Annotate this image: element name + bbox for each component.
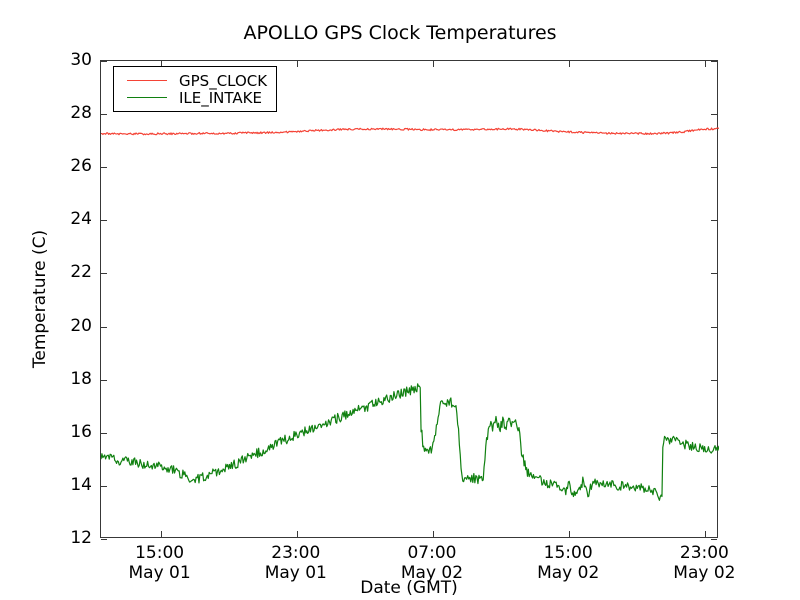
y-tick-mark bbox=[711, 273, 717, 275]
x-tick-date: May 02 bbox=[673, 563, 736, 584]
x-tick-mark bbox=[296, 531, 298, 537]
y-tick-label: 26 bbox=[70, 156, 92, 177]
x-tick-mark bbox=[160, 61, 162, 67]
x-tick-mark bbox=[705, 531, 707, 537]
y-tick-mark bbox=[711, 485, 717, 487]
legend-swatch-gps-clock bbox=[127, 80, 167, 81]
y-axis-label: Temperature (C) bbox=[30, 229, 50, 369]
y-tick-mark bbox=[711, 61, 717, 62]
x-tick-label: 07:00 May 02 bbox=[401, 543, 463, 583]
y-tick-mark bbox=[711, 326, 717, 328]
legend-entry: ILE_INTAKE bbox=[121, 88, 267, 107]
legend-entry: GPS_CLOCK bbox=[121, 71, 268, 90]
x-tick-mark bbox=[296, 61, 298, 67]
y-tick-mark bbox=[711, 379, 717, 381]
y-tick-mark bbox=[101, 220, 107, 222]
x-tick-date: May 02 bbox=[537, 563, 600, 584]
x-tick-date: May 01 bbox=[128, 563, 191, 584]
y-tick-mark bbox=[101, 61, 107, 62]
x-tick-time: 15:00 bbox=[135, 543, 185, 563]
plot-area: GPS_CLOCK ILE_INTAKE bbox=[100, 60, 719, 540]
y-tick-label: 12 bbox=[70, 528, 92, 548]
x-tick-time: 23:00 bbox=[271, 543, 321, 563]
x-tick-mark bbox=[569, 531, 571, 537]
y-tick-mark bbox=[101, 114, 107, 116]
y-tick-mark bbox=[101, 485, 107, 487]
legend-label-ile-intake: ILE_INTAKE bbox=[179, 88, 262, 107]
y-tick-mark bbox=[101, 379, 107, 381]
x-tick-mark bbox=[432, 531, 434, 537]
x-tick-label: 15:00 May 02 bbox=[537, 543, 599, 583]
legend-label-gps-clock: GPS_CLOCK bbox=[179, 71, 268, 90]
y-tick-label: 24 bbox=[70, 209, 92, 230]
x-tick-mark bbox=[432, 61, 434, 67]
chart-legend: GPS_CLOCK ILE_INTAKE bbox=[113, 66, 278, 112]
x-tick-label: 23:00 May 01 bbox=[265, 543, 327, 583]
x-tick-mark bbox=[705, 61, 707, 67]
series-line-gps-clock bbox=[101, 127, 719, 136]
x-tick-label: 23:00 May 02 bbox=[673, 543, 735, 583]
y-tick-label: 16 bbox=[70, 421, 92, 442]
y-tick-label: 14 bbox=[70, 474, 92, 495]
x-axis-label: Date (GMT) bbox=[360, 578, 458, 598]
x-tick-label: 15:00 May 01 bbox=[128, 543, 190, 583]
y-tick-mark bbox=[101, 539, 107, 540]
plot-canvas bbox=[101, 127, 719, 501]
x-tick-time: 15:00 bbox=[543, 543, 593, 563]
y-tick-mark bbox=[711, 114, 717, 116]
x-tick-date: May 02 bbox=[400, 563, 464, 584]
x-tick-time: 23:00 bbox=[679, 543, 729, 563]
y-tick-label: 22 bbox=[70, 262, 92, 283]
y-tick-mark bbox=[711, 539, 717, 540]
y-tick-mark bbox=[711, 220, 717, 222]
x-tick-mark bbox=[160, 531, 162, 537]
y-tick-mark bbox=[101, 273, 107, 275]
x-tick-date: May 01 bbox=[264, 563, 327, 584]
y-tick-mark bbox=[711, 432, 717, 434]
y-tick-mark bbox=[101, 326, 107, 328]
y-tick-mark bbox=[101, 432, 107, 434]
y-tick-label: 18 bbox=[70, 368, 92, 389]
legend-swatch-ile-intake bbox=[127, 97, 167, 98]
y-tick-mark bbox=[711, 167, 717, 169]
y-tick-mark bbox=[101, 167, 107, 169]
series-line-ile-intake bbox=[101, 383, 719, 501]
chart-title: APOLLO GPS Clock Temperatures bbox=[243, 22, 557, 44]
y-tick-label: 30 bbox=[70, 50, 92, 70]
y-tick-label: 28 bbox=[70, 103, 92, 124]
x-tick-time: 07:00 bbox=[407, 543, 457, 563]
y-tick-label: 20 bbox=[70, 315, 92, 336]
x-tick-mark bbox=[569, 61, 571, 67]
